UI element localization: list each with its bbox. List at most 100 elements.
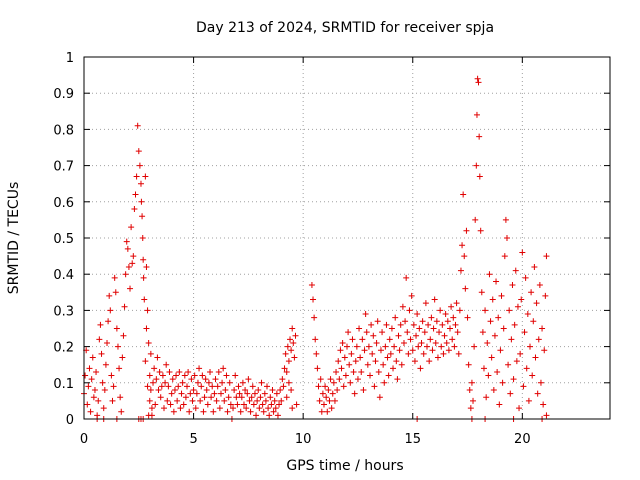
data-point xyxy=(421,329,428,336)
data-point xyxy=(543,253,550,260)
data-point xyxy=(527,343,534,350)
data-point xyxy=(437,307,444,314)
data-point xyxy=(434,354,441,361)
data-point xyxy=(89,354,96,361)
data-point xyxy=(271,397,278,404)
data-point xyxy=(256,405,263,412)
data-point xyxy=(473,111,480,118)
data-point xyxy=(203,387,210,394)
data-point xyxy=(100,405,107,412)
data-point xyxy=(472,216,479,223)
data-point xyxy=(324,408,331,415)
data-point xyxy=(249,383,256,390)
y-tick-label: 0.1 xyxy=(53,377,74,392)
data-point xyxy=(111,274,118,281)
data-point xyxy=(267,394,274,401)
data-point xyxy=(361,347,368,354)
data-point xyxy=(196,365,203,372)
data-point xyxy=(269,387,276,394)
data-point xyxy=(146,397,153,404)
data-point xyxy=(185,368,192,375)
data-point xyxy=(227,401,234,408)
data-point xyxy=(524,311,531,318)
data-point xyxy=(182,394,189,401)
data-point xyxy=(313,350,320,357)
data-point xyxy=(210,408,217,415)
data-point xyxy=(369,350,376,357)
data-point xyxy=(233,394,240,401)
data-point xyxy=(335,358,342,365)
data-point xyxy=(144,307,151,314)
data-point xyxy=(243,405,250,412)
y-tick-label: 0.4 xyxy=(53,268,74,283)
data-point xyxy=(180,401,187,408)
data-point xyxy=(162,379,169,386)
data-point xyxy=(500,325,507,332)
data-point xyxy=(209,383,216,390)
data-point xyxy=(385,372,392,379)
data-point xyxy=(254,397,261,404)
data-point xyxy=(395,332,402,339)
data-point xyxy=(234,401,241,408)
data-point xyxy=(200,408,207,415)
data-point xyxy=(419,318,426,325)
data-point xyxy=(420,350,427,357)
data-point xyxy=(189,397,196,404)
data-point xyxy=(284,343,291,350)
data-point xyxy=(505,361,512,368)
data-point xyxy=(164,397,171,404)
data-point xyxy=(493,278,500,285)
data-point xyxy=(386,336,393,343)
data-point xyxy=(159,372,166,379)
data-point xyxy=(169,376,176,383)
data-point xyxy=(409,347,416,354)
data-point xyxy=(453,300,460,307)
data-point xyxy=(510,376,517,383)
data-point xyxy=(144,383,151,390)
data-point xyxy=(426,358,433,365)
data-point xyxy=(406,307,413,314)
data-point xyxy=(441,332,448,339)
data-point xyxy=(315,383,322,390)
data-point xyxy=(230,405,237,412)
data-point xyxy=(157,394,164,401)
data-point xyxy=(452,321,459,328)
data-point xyxy=(354,376,361,383)
data-point xyxy=(219,379,226,386)
data-point xyxy=(531,263,538,270)
data-point xyxy=(372,358,379,365)
x-tick-label: 10 xyxy=(295,432,312,447)
data-point xyxy=(188,376,195,383)
data-point xyxy=(460,191,467,198)
data-point xyxy=(399,303,406,310)
data-point xyxy=(502,216,509,223)
data-point xyxy=(90,394,97,401)
y-tick-label: 0.6 xyxy=(53,196,74,211)
data-point xyxy=(383,321,390,328)
data-point xyxy=(132,191,139,198)
data-point xyxy=(247,408,254,415)
data-point xyxy=(350,368,357,375)
data-point xyxy=(541,347,548,354)
data-point xyxy=(440,350,447,357)
data-point xyxy=(113,325,120,332)
data-point xyxy=(117,394,124,401)
data-point xyxy=(405,350,412,357)
data-point xyxy=(450,314,457,321)
data-point xyxy=(88,376,95,383)
data-point xyxy=(543,412,550,419)
y-tick-label: 0 xyxy=(66,413,74,428)
data-point xyxy=(190,387,197,394)
data-point xyxy=(145,339,152,346)
data-point xyxy=(167,401,174,408)
data-point xyxy=(414,311,421,318)
data-point xyxy=(125,263,132,270)
data-point xyxy=(205,379,212,386)
data-point xyxy=(220,365,227,372)
data-point xyxy=(317,376,324,383)
data-point xyxy=(490,387,497,394)
data-point xyxy=(262,397,269,404)
data-point xyxy=(344,343,350,350)
data-point xyxy=(222,387,229,394)
data-point xyxy=(272,405,279,412)
